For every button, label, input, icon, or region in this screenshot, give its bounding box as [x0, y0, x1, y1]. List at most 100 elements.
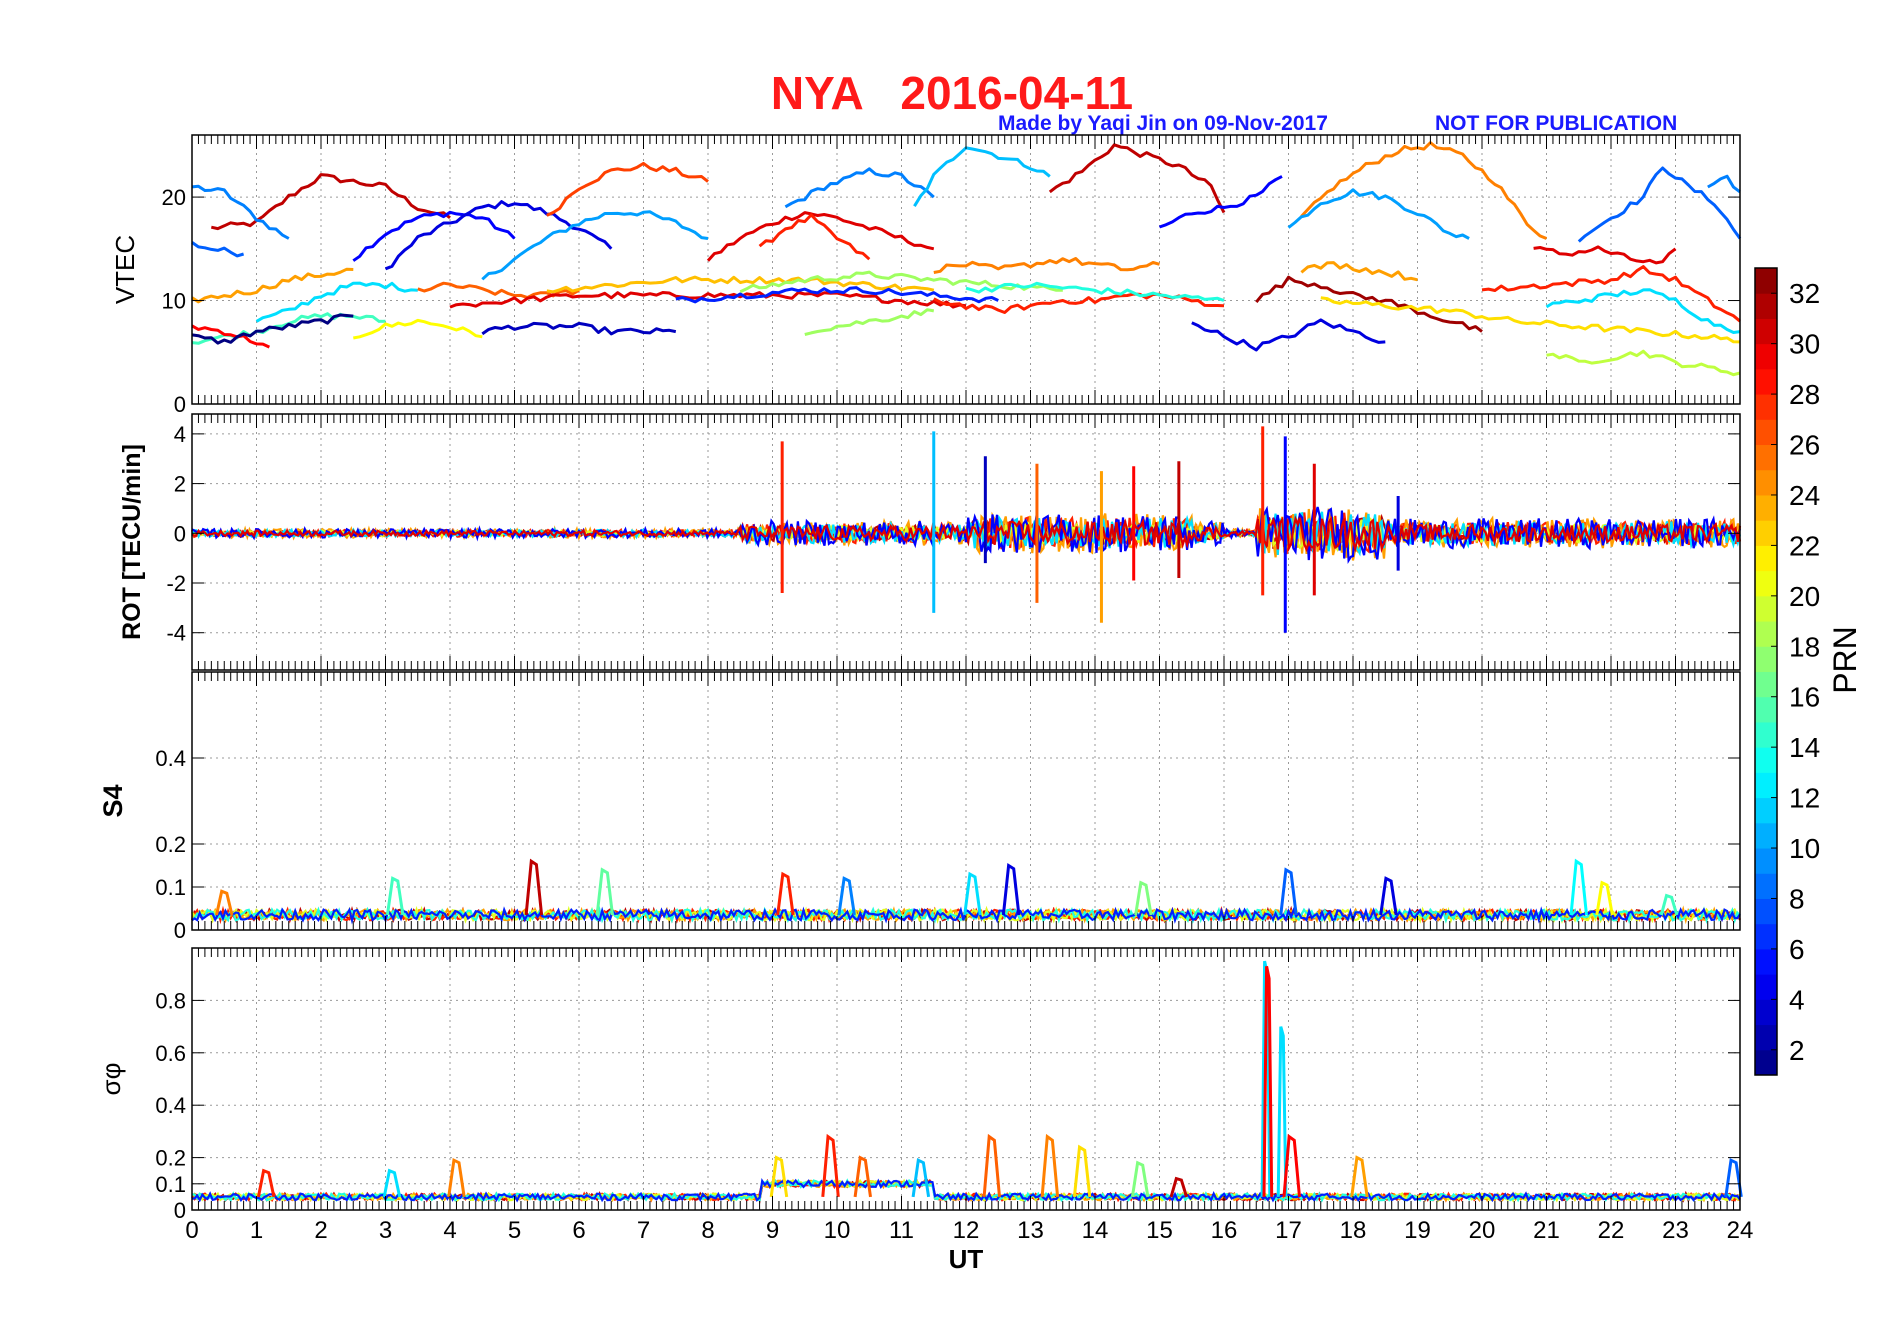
vtec-series-prn-9 — [1707, 174, 1741, 194]
sigphi-peak-prn-11 — [911, 1157, 931, 1198]
vtec-series-prn-11 — [913, 146, 1051, 207]
data-vtec — [191, 141, 1742, 377]
colorbar-segment — [1755, 873, 1777, 899]
colorbar-tick-label: 22 — [1789, 530, 1820, 561]
colorbar-tick-label: 18 — [1789, 631, 1820, 662]
colorbar-segment — [1755, 343, 1777, 370]
colorbar-segment — [1755, 747, 1777, 773]
vtec-series-prn-25 — [933, 257, 1160, 274]
vtec-series-prn-24 — [1300, 261, 1418, 282]
x-tick-label: 3 — [379, 1217, 392, 1244]
notice-text: NOT FOR PUBLICATION — [1435, 112, 1678, 135]
y-tick-label: 0.4 — [155, 1093, 186, 1118]
colorbar-segment — [1755, 621, 1777, 647]
y-tick-label: 2 — [174, 472, 186, 497]
y-tick-label: 0.4 — [155, 746, 186, 771]
panel-frame-s4 — [191, 671, 1741, 931]
sigphi-peak-prn-26 — [853, 1155, 872, 1198]
y-tick-label: 0.2 — [155, 1146, 186, 1171]
s4-peak-prn-15 — [385, 876, 405, 916]
s4-peak-prn-13 — [1569, 858, 1588, 916]
vtec-series-prn-9 — [191, 184, 290, 240]
vtec-series-prn-5 — [1159, 175, 1283, 229]
y-tick-label: -4 — [166, 621, 186, 646]
colorbar-tick-label: 6 — [1789, 934, 1805, 965]
x-tick-label: 12 — [953, 1217, 980, 1244]
colorbar-segment — [1755, 444, 1777, 471]
colorbar-segment — [1755, 419, 1777, 446]
s4-peak-prn-4 — [1001, 862, 1021, 916]
x-tick-label: 10 — [824, 1217, 851, 1244]
x-tick-label: 14 — [1082, 1217, 1109, 1244]
x-tick-label: 5 — [508, 1217, 521, 1244]
vtec-series-prn-28 — [1481, 265, 1741, 323]
colorbar-segment — [1755, 923, 1777, 950]
colorbar-tick-label: 10 — [1789, 833, 1820, 864]
x-tick-label: 19 — [1404, 1217, 1431, 1244]
colorbar-label: PRN — [1827, 626, 1863, 694]
vtec-series-prn-24 — [191, 267, 354, 304]
s4-peak-prn-21 — [1595, 880, 1614, 916]
vtec-series-prn-30 — [706, 211, 935, 262]
colorbar-tick-label: 12 — [1789, 783, 1820, 814]
colorbar-segment — [1755, 696, 1777, 723]
panel-rot: -4 -2 0 2 4 ROT [TECU/min] — [118, 413, 1742, 671]
x-tick-label: 0 — [185, 1217, 198, 1244]
x-axis-label: UT — [949, 1244, 984, 1274]
vtec-series-prn-22 — [1320, 296, 1741, 344]
sigphi-peak-prn-28 — [256, 1168, 276, 1198]
vtec-series-prn-10 — [1287, 188, 1470, 240]
x-tick-label: 21 — [1533, 1217, 1560, 1244]
vtec-series-prn-25 — [1300, 141, 1548, 240]
x-tick-label: 1 — [250, 1217, 263, 1244]
sigphi-peak-prn-29 — [1262, 965, 1274, 1197]
sigphi-peak-prn-24 — [1350, 1155, 1369, 1198]
colorbar-tick-label: 24 — [1789, 480, 1820, 511]
colorbar-tick-label: 2 — [1789, 1035, 1805, 1066]
y-tick-label: -2 — [166, 571, 186, 596]
colorbar-segment — [1755, 368, 1777, 395]
vtec-series-prn-4 — [384, 200, 613, 271]
colorbar-segment — [1755, 646, 1777, 672]
colorbar-segment — [1755, 671, 1777, 698]
colorbar-segment — [1755, 293, 1777, 319]
colorbar-tick-label: 4 — [1789, 984, 1805, 1015]
y-tick-label: 0 — [174, 392, 186, 417]
sigphi-peak-prn-12 — [1276, 1026, 1288, 1197]
panel-s4: 0 0.1 0.2 0.4 S4 — [98, 671, 1741, 943]
colorbar-tick-label: 30 — [1789, 329, 1820, 360]
sigphi-peak-prn-29 — [1282, 1133, 1301, 1198]
colorbar-segment — [1755, 268, 1777, 294]
s4-peak-prn-9 — [837, 876, 856, 916]
y-tick-label: 10 — [162, 289, 186, 314]
s4-peak-prn-16 — [595, 867, 614, 916]
s4-peak-prn-12 — [963, 871, 982, 916]
colorbar-segment — [1755, 948, 1777, 975]
x-tick-label: 15 — [1146, 1217, 1173, 1244]
colorbar-tick-label: 28 — [1789, 379, 1820, 410]
y-axis-label: ROT [TECU/min] — [118, 444, 146, 640]
x-tick-label: 6 — [572, 1217, 585, 1244]
vtec-series-prn-9 — [784, 167, 935, 209]
vtec-series-prn-12 — [1545, 288, 1741, 334]
x-tick-label: 2 — [314, 1217, 327, 1244]
y-tick-label: 20 — [162, 185, 186, 210]
vtec-series-prn-31 — [210, 173, 451, 231]
vtec-series-prn-4 — [1191, 318, 1386, 352]
chart-title: NYA 2016-04-11 — [770, 67, 1134, 119]
vtec-series-prn-12 — [255, 281, 418, 323]
vtec-series-prn-30 — [1533, 245, 1677, 265]
colorbar-segment — [1755, 494, 1777, 521]
colorbar-tick-label: 20 — [1789, 581, 1820, 612]
panel-vtec: 0 10 20 VTEC — [110, 134, 1742, 417]
data-sigphi — [191, 960, 1743, 1204]
colorbar-tick-label: 8 — [1789, 883, 1805, 914]
sigphi-peak-prn-28 — [821, 1133, 840, 1198]
x-tick-label: 9 — [766, 1217, 779, 1244]
colorbar-tick-label: 26 — [1789, 430, 1820, 461]
colorbar-segment — [1755, 721, 1777, 748]
colorbar-segment — [1755, 469, 1777, 496]
s4-peak-prn-8 — [1279, 867, 1298, 916]
colorbar-segment — [1755, 318, 1777, 345]
colorbar-segment — [1755, 772, 1777, 799]
